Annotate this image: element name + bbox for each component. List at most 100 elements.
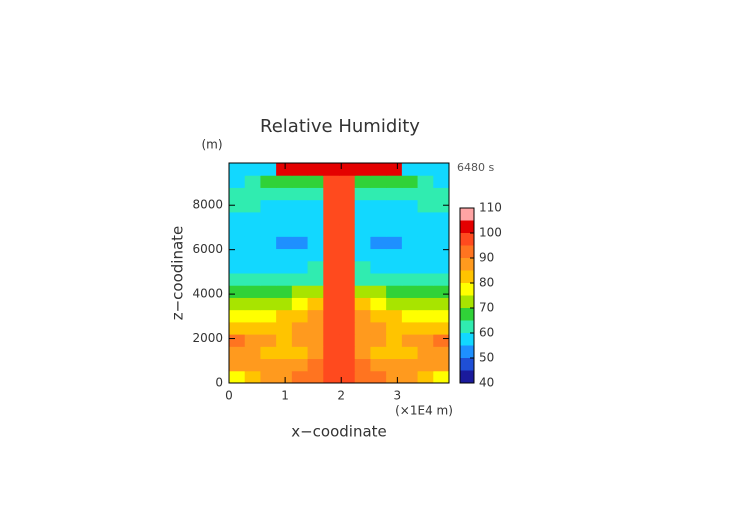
contour-cell bbox=[229, 224, 246, 237]
contour-cell bbox=[244, 224, 261, 237]
y-unit: (m) bbox=[201, 138, 222, 152]
contour-cell bbox=[417, 273, 434, 286]
contour-cell bbox=[401, 273, 419, 286]
contour-cell bbox=[386, 297, 403, 311]
contour-cell bbox=[307, 236, 324, 250]
contour-cell bbox=[370, 321, 387, 335]
colorbar-tick-label: 100 bbox=[479, 226, 502, 240]
y-tick-label: 6000 bbox=[192, 242, 223, 256]
colorbar-tick-label: 70 bbox=[479, 301, 494, 315]
contour-cell bbox=[244, 334, 261, 347]
contour-cell bbox=[417, 187, 434, 201]
contour-cell bbox=[229, 187, 246, 201]
contour-cell bbox=[260, 334, 277, 347]
contour-cell bbox=[323, 260, 340, 274]
contour-cell bbox=[401, 297, 419, 311]
contour-cell bbox=[339, 273, 356, 286]
contour-cell bbox=[339, 321, 356, 335]
y-tick-label: 2000 bbox=[192, 331, 223, 345]
contour-cell bbox=[401, 260, 419, 274]
contour-cell bbox=[354, 199, 371, 213]
contour-cell bbox=[244, 321, 261, 335]
contour-cell bbox=[417, 285, 434, 298]
contour-cell bbox=[276, 199, 293, 213]
colorbar-band bbox=[460, 208, 474, 221]
contour-cell bbox=[370, 297, 387, 311]
contour-cell bbox=[276, 297, 293, 311]
contour-cell bbox=[417, 199, 434, 213]
contour-cell bbox=[339, 297, 356, 311]
contour-cell bbox=[244, 211, 261, 225]
contour-cell bbox=[276, 273, 293, 286]
contour-cell bbox=[323, 370, 340, 384]
contour-cell bbox=[386, 224, 403, 237]
contour-cell bbox=[307, 248, 324, 262]
contour-cell bbox=[433, 285, 450, 298]
contour-cell bbox=[229, 163, 246, 176]
contour-cell bbox=[307, 346, 324, 360]
contour-cell bbox=[386, 346, 403, 360]
contour-cell bbox=[370, 211, 387, 225]
contour-cell bbox=[276, 321, 293, 335]
contour-cell bbox=[354, 175, 371, 188]
contour-cell bbox=[276, 260, 293, 274]
contour-cell bbox=[433, 187, 450, 201]
contour-cell bbox=[244, 285, 261, 298]
contour-cell bbox=[291, 199, 309, 213]
contour-cell bbox=[339, 248, 356, 262]
contour-cell bbox=[276, 175, 293, 188]
contour-cell bbox=[370, 260, 387, 274]
contour-cell bbox=[370, 248, 387, 262]
contour-cell bbox=[276, 236, 293, 250]
contour-cell bbox=[244, 248, 261, 262]
contour-cell bbox=[307, 199, 324, 213]
contour-cell bbox=[354, 358, 371, 372]
plot-frame bbox=[228, 162, 450, 384]
contour-cell bbox=[401, 236, 419, 250]
y-tick-label: 8000 bbox=[192, 198, 223, 212]
contour-cell bbox=[323, 199, 340, 213]
contour-cell bbox=[307, 358, 324, 372]
contour-cell bbox=[323, 211, 340, 225]
contour-cell bbox=[307, 224, 324, 237]
contour-cell bbox=[433, 273, 450, 286]
x-tick-label: 3 bbox=[394, 389, 402, 403]
contour-cell bbox=[244, 236, 261, 250]
contour-cell bbox=[370, 224, 387, 237]
colorbar-band bbox=[460, 370, 474, 383]
contour-cell bbox=[229, 346, 246, 360]
contour-cell bbox=[401, 175, 419, 188]
contour-cell bbox=[229, 334, 246, 347]
contour-cell bbox=[291, 273, 309, 286]
contour-cell bbox=[339, 358, 356, 372]
contour-cell bbox=[307, 260, 324, 274]
contour-cell bbox=[417, 260, 434, 274]
contour-cell bbox=[260, 236, 277, 250]
contour-cell bbox=[244, 260, 261, 274]
contour-cell bbox=[291, 187, 309, 201]
colorbar-band bbox=[460, 270, 474, 283]
contour-cell bbox=[260, 370, 277, 384]
contour-cell bbox=[276, 187, 293, 201]
contour-cell bbox=[229, 273, 246, 286]
contour-cell bbox=[276, 358, 293, 372]
contour-cell bbox=[433, 321, 450, 335]
colorbar-band bbox=[460, 358, 474, 371]
contour-cell bbox=[386, 187, 403, 201]
contour-cell bbox=[354, 260, 371, 274]
contour-cell bbox=[401, 321, 419, 335]
contour-cell bbox=[433, 309, 450, 323]
x-tick-label: 2 bbox=[337, 389, 345, 403]
contour-cell bbox=[291, 370, 309, 384]
contour-cell bbox=[229, 309, 246, 323]
contour-cell bbox=[260, 187, 277, 201]
y-tick-label: 0 bbox=[215, 376, 223, 390]
contour-cell bbox=[433, 346, 450, 360]
contour-cell bbox=[291, 297, 309, 311]
contour-cell bbox=[433, 163, 450, 176]
contour-cell bbox=[386, 309, 403, 323]
contour-cell bbox=[339, 211, 356, 225]
contour-cell bbox=[307, 321, 324, 335]
contour-cell bbox=[354, 334, 371, 347]
contour-cell bbox=[417, 236, 434, 250]
